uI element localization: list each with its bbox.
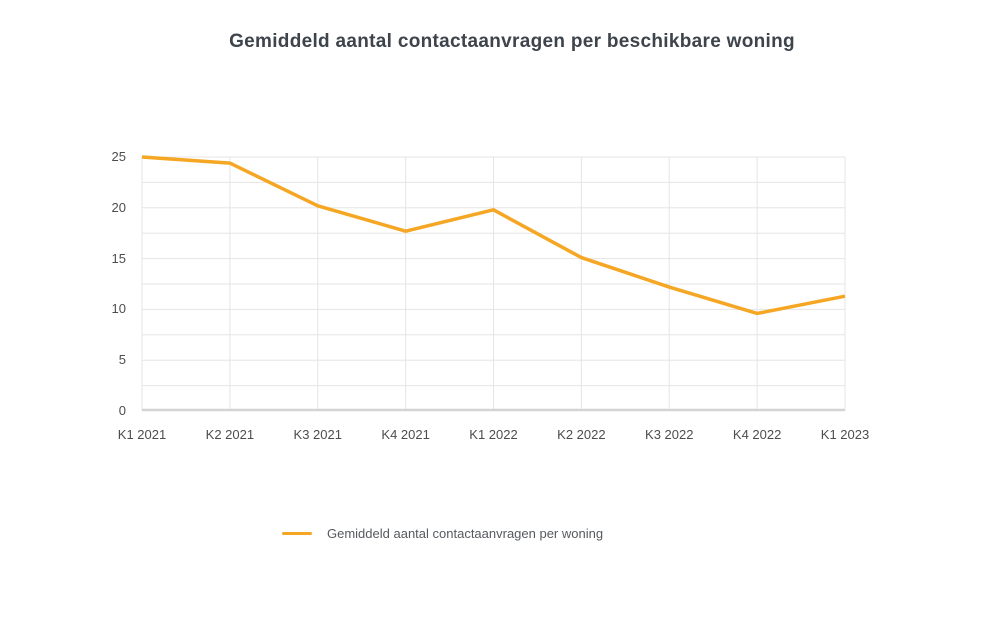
y-axis-tick-label: 10 bbox=[111, 301, 126, 317]
x-axis-tick-label: K1 2023 bbox=[820, 427, 870, 442]
x-axis-tick-label: K2 2022 bbox=[557, 427, 606, 442]
legend: Gemiddeld aantal contactaanvragen per wo… bbox=[282, 524, 603, 542]
y-axis-tick-label: 0 bbox=[118, 403, 126, 418]
series-line-contactaanvragen bbox=[141, 155, 846, 316]
y-axis-tick-label: 20 bbox=[111, 199, 126, 215]
y-axis-tick-label: 15 bbox=[111, 250, 126, 266]
x-axis-tick-label: K2 2021 bbox=[205, 427, 255, 442]
legend-label: Gemiddeld aantal contactaanvragen per wo… bbox=[327, 525, 604, 541]
x-axis-tick-label: K1 2022 bbox=[469, 427, 518, 442]
chart-title: Gemiddeld aantal contactaanvragen per be… bbox=[229, 31, 795, 52]
plot-area bbox=[141, 155, 846, 412]
legend-line-swatch bbox=[282, 531, 312, 535]
x-axis-tick-label: K3 2022 bbox=[645, 427, 694, 442]
x-axis-tick-label: K4 2021 bbox=[381, 427, 430, 442]
x-axis-tick-label: K3 2021 bbox=[293, 427, 342, 442]
y-axis-tick-label: 5 bbox=[118, 352, 126, 368]
y-axis-tick-label: 25 bbox=[111, 149, 126, 164]
x-axis-tick-label: K4 2022 bbox=[732, 427, 782, 442]
x-axis-tick-label: K1 2021 bbox=[117, 427, 167, 442]
